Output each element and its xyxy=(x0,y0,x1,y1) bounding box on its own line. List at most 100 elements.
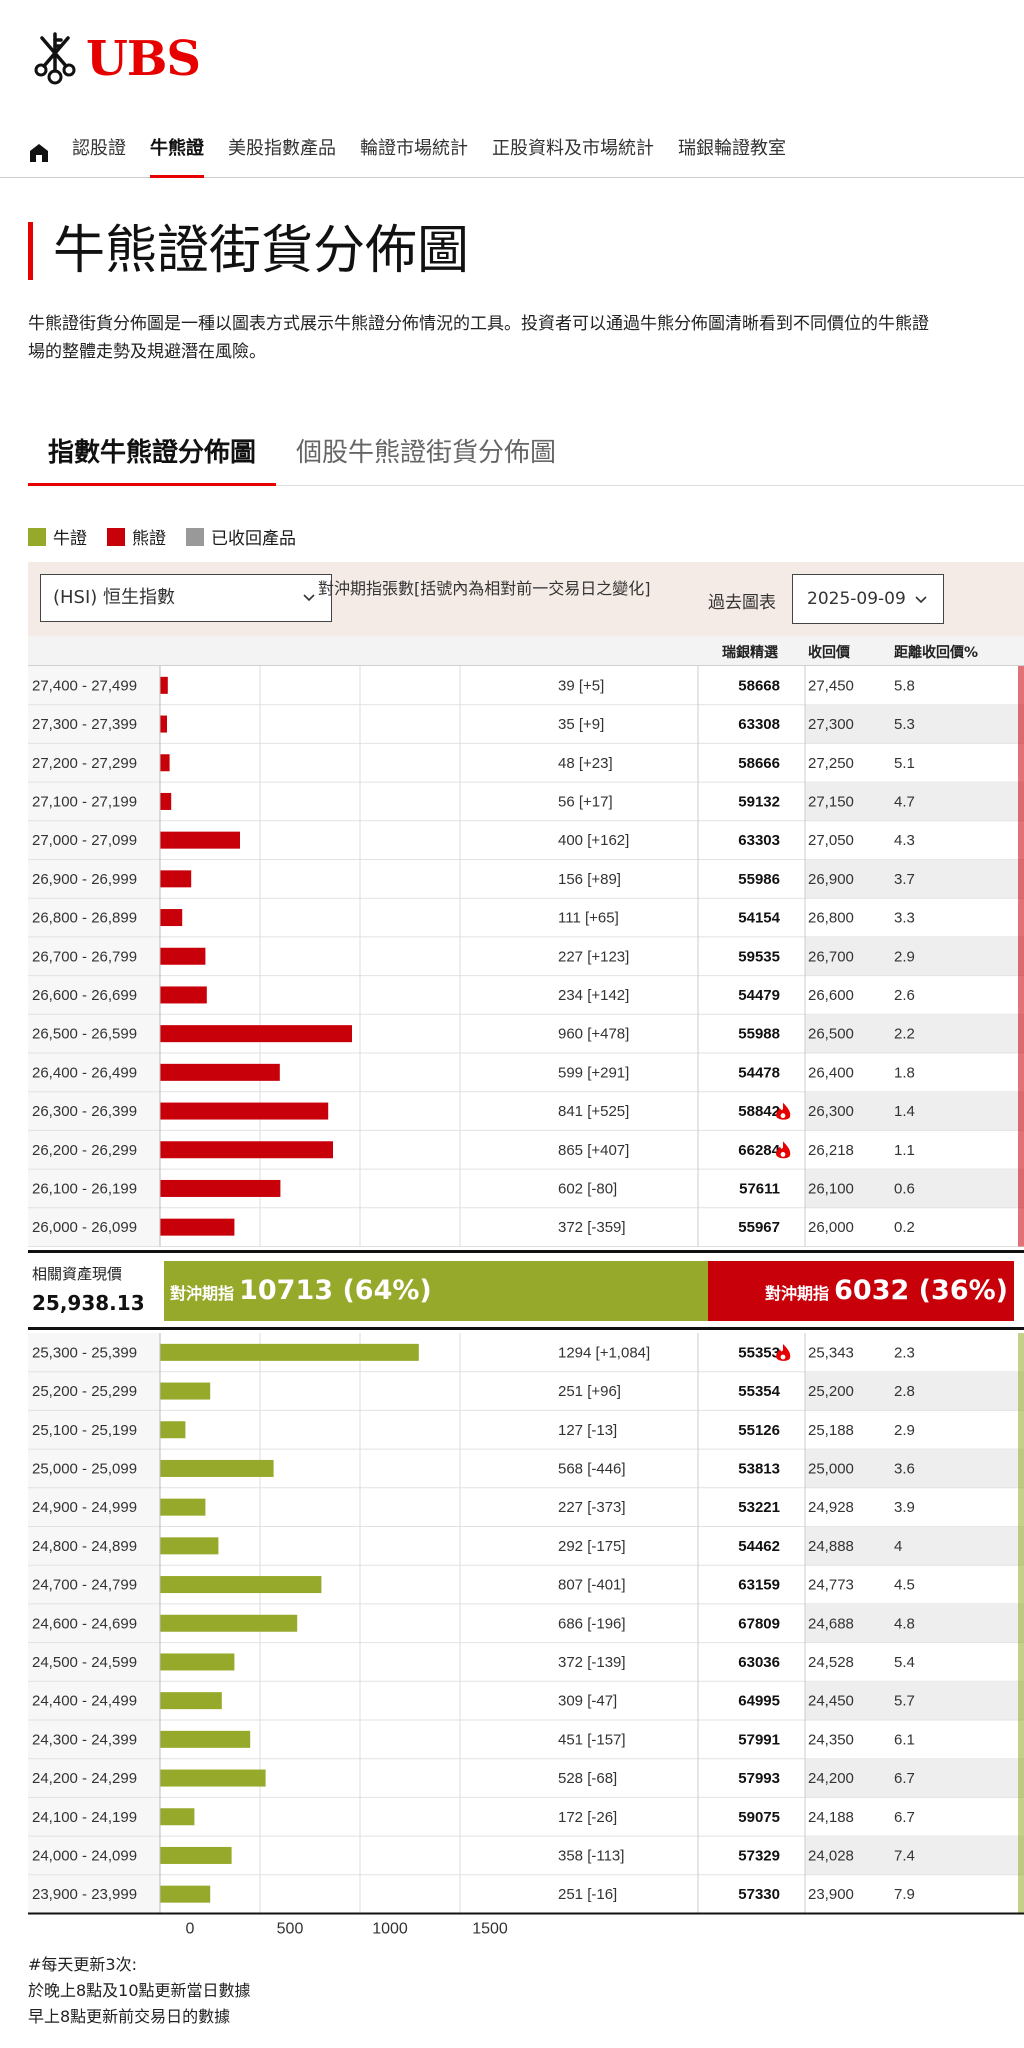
date-select[interactable]: 2025-09-09 xyxy=(792,574,944,624)
bull-call-price: 25,343 xyxy=(808,1344,854,1361)
bull-ubs-pick-code: 55354 xyxy=(738,1383,780,1400)
nav-item-education[interactable]: 瑞銀輪證教室 xyxy=(678,137,786,159)
bear-ubs-pick-code: 58666 xyxy=(738,755,780,772)
bull-call-price: 24,688 xyxy=(808,1615,854,1632)
bull-ubs-pick-code: 54462 xyxy=(738,1538,780,1555)
bear-distance: 5.1 xyxy=(894,755,915,772)
bear-call-price: 26,400 xyxy=(808,1064,854,1081)
bear-distance: 2.2 xyxy=(894,1026,915,1043)
bear-hedge-label: 602 [-80] xyxy=(558,1180,617,1197)
bull-distance: 4 xyxy=(894,1538,902,1555)
date-select-value: 2025-09-09 xyxy=(807,589,906,609)
bull-distance: 4.8 xyxy=(894,1615,915,1632)
bull-call-price: 24,888 xyxy=(808,1538,854,1555)
bear-hedge-prefix: 對沖期指 xyxy=(765,1284,830,1303)
bear-range-label: 26,900 - 26,999 xyxy=(32,871,137,888)
bear-call-price: 26,700 xyxy=(808,948,854,965)
legend-label-bull: 牛證 xyxy=(53,529,87,549)
bear-row-stripe xyxy=(805,1169,1024,1208)
index-select-value: (HSI) 恒生指數 xyxy=(53,587,176,608)
bear-ubs-pick-code: 58842 xyxy=(738,1103,780,1120)
bear-distance: 0.2 xyxy=(894,1219,915,1236)
ubs-logo[interactable]: UBS xyxy=(28,30,201,88)
intro-line-1: 牛熊證街貨分佈圖是一種以圖表方式展示牛熊證分佈情況的工具。投資者可以通過牛熊分佈… xyxy=(28,314,929,334)
bull-ubs-pick-code: 57329 xyxy=(738,1847,780,1864)
bear-bar xyxy=(160,909,183,927)
bear-call-price: 26,800 xyxy=(808,910,854,927)
bear-distance: 5.3 xyxy=(894,716,915,733)
chart-legend: 牛證 熊證 已收回產品 xyxy=(28,524,316,549)
bull-distance: 2.8 xyxy=(894,1383,915,1400)
bull-range-label: 24,900 - 24,999 xyxy=(32,1499,137,1516)
bull-call-price: 25,188 xyxy=(808,1422,854,1439)
bull-range-label: 24,200 - 24,299 xyxy=(32,1770,137,1787)
bull-distance: 6.7 xyxy=(894,1770,915,1787)
bear-range-label: 26,200 - 26,299 xyxy=(32,1142,137,1159)
tab-stock-cbbc[interactable]: 個股牛熊證街貨分佈圖 xyxy=(296,438,557,468)
bull-call-price: 24,450 xyxy=(808,1693,854,1710)
bear-hedge-label: 599 [+291] xyxy=(558,1064,629,1081)
nav-item-warrants[interactable]: 認股證 xyxy=(72,137,126,159)
bear-row-stripe xyxy=(805,936,1024,976)
bear-bar xyxy=(160,792,172,810)
footnote-line-2: 於晚上8點及10點更新當日數據 xyxy=(28,1981,251,2000)
nav-item-stock-data[interactable]: 正股資料及市場統計 xyxy=(492,137,654,159)
bull-range-label: 24,300 - 24,399 xyxy=(32,1731,137,1748)
bull-range-label: 24,400 - 24,499 xyxy=(32,1693,137,1710)
bear-range-label: 26,500 - 26,599 xyxy=(32,1026,137,1043)
bull-hedge-value: 10713 (64%) xyxy=(239,1275,432,1306)
bear-distance: 3.7 xyxy=(894,871,915,888)
bear-hedge-label: 372 [-359] xyxy=(558,1219,626,1236)
bear-range-label: 26,400 - 26,499 xyxy=(32,1064,137,1081)
bear-hedge-value: 6032 (36%) xyxy=(834,1275,1008,1306)
bull-ubs-pick-code: 55126 xyxy=(738,1422,780,1439)
bull-hedge-label: 251 [-16] xyxy=(558,1886,617,1903)
bull-bar xyxy=(160,1885,211,1903)
bull-range-label: 24,600 - 24,699 xyxy=(32,1615,137,1632)
bear-distance: 1.8 xyxy=(894,1064,915,1081)
bull-range-label: 24,500 - 24,599 xyxy=(32,1654,137,1671)
bear-bar xyxy=(160,1063,280,1081)
bull-hedge-label: 292 [-175] xyxy=(558,1538,626,1555)
bull-bar xyxy=(160,1692,222,1710)
bear-distance: 3.3 xyxy=(894,910,915,927)
bull-range-label: 25,000 - 25,099 xyxy=(32,1460,137,1477)
tab-index-cbbc[interactable]: 指數牛熊證分佈圖 xyxy=(28,422,277,486)
bear-ubs-pick-code: 63308 xyxy=(738,716,780,733)
home-icon[interactable] xyxy=(28,142,50,164)
bull-ubs-pick-code: 64995 xyxy=(738,1693,780,1710)
bear-bar xyxy=(160,1102,329,1120)
nav-item-cbbc[interactable]: 牛熊證 xyxy=(150,128,204,178)
bear-ubs-pick-code: 63303 xyxy=(738,832,780,849)
bull-ubs-pick-code: 53221 xyxy=(738,1499,780,1516)
chevron-down-icon xyxy=(303,594,315,602)
bull-row-stripe xyxy=(805,1836,1024,1875)
bull-row-stripe xyxy=(805,1371,1024,1411)
hot-fire-icon xyxy=(776,1102,791,1120)
bull-range-label: 24,000 - 24,099 xyxy=(32,1847,137,1864)
bear-distance: 4.7 xyxy=(894,793,915,810)
bear-hedge-label: 39 [+5] xyxy=(558,677,604,694)
bull-distance: 6.1 xyxy=(894,1731,915,1748)
nav-item-market-stats[interactable]: 輪證市場統計 xyxy=(360,137,468,159)
bear-row-stripe xyxy=(805,782,1024,821)
bull-range-label: 24,800 - 24,899 xyxy=(32,1538,137,1555)
bull-hedge-bar: 對沖期指 10713 (64%) xyxy=(164,1261,708,1321)
bull-row-stripe xyxy=(805,1603,1024,1643)
bear-call-price: 27,050 xyxy=(808,832,854,849)
bull-range-label: 23,900 - 23,999 xyxy=(32,1886,137,1903)
bear-ubs-pick-code: 55986 xyxy=(738,871,780,888)
filter-bar: (HSI) 恒生指數 對沖期指張數[括號內為相對前一交易日之變化] 過去圖表 2… xyxy=(28,562,1024,636)
bull-ubs-pick-code: 63036 xyxy=(738,1654,780,1671)
bear-hedge-label: 227 [+123] xyxy=(558,948,629,965)
bull-ubs-pick-code: 67809 xyxy=(738,1615,780,1632)
nav-item-us-index-products[interactable]: 美股指數產品 xyxy=(228,137,336,159)
hedge-summary-band: 相關資產現價 25,938.13 對沖期指 10713 (64%) 對沖期指 6… xyxy=(28,1250,1024,1330)
bear-hedge-label: 56 [+17] xyxy=(558,793,613,810)
index-select[interactable]: (HSI) 恒生指數 xyxy=(40,574,332,622)
bull-call-price: 24,928 xyxy=(808,1499,854,1516)
bull-call-price: 24,028 xyxy=(808,1847,854,1864)
bear-distance: 4.3 xyxy=(894,832,915,849)
bull-hedge-label: 686 [-196] xyxy=(558,1615,626,1632)
page-intro: 牛熊證街貨分佈圖是一種以圖表方式展示牛熊證分佈情況的工具。投資者可以通過牛熊分佈… xyxy=(28,310,1024,366)
